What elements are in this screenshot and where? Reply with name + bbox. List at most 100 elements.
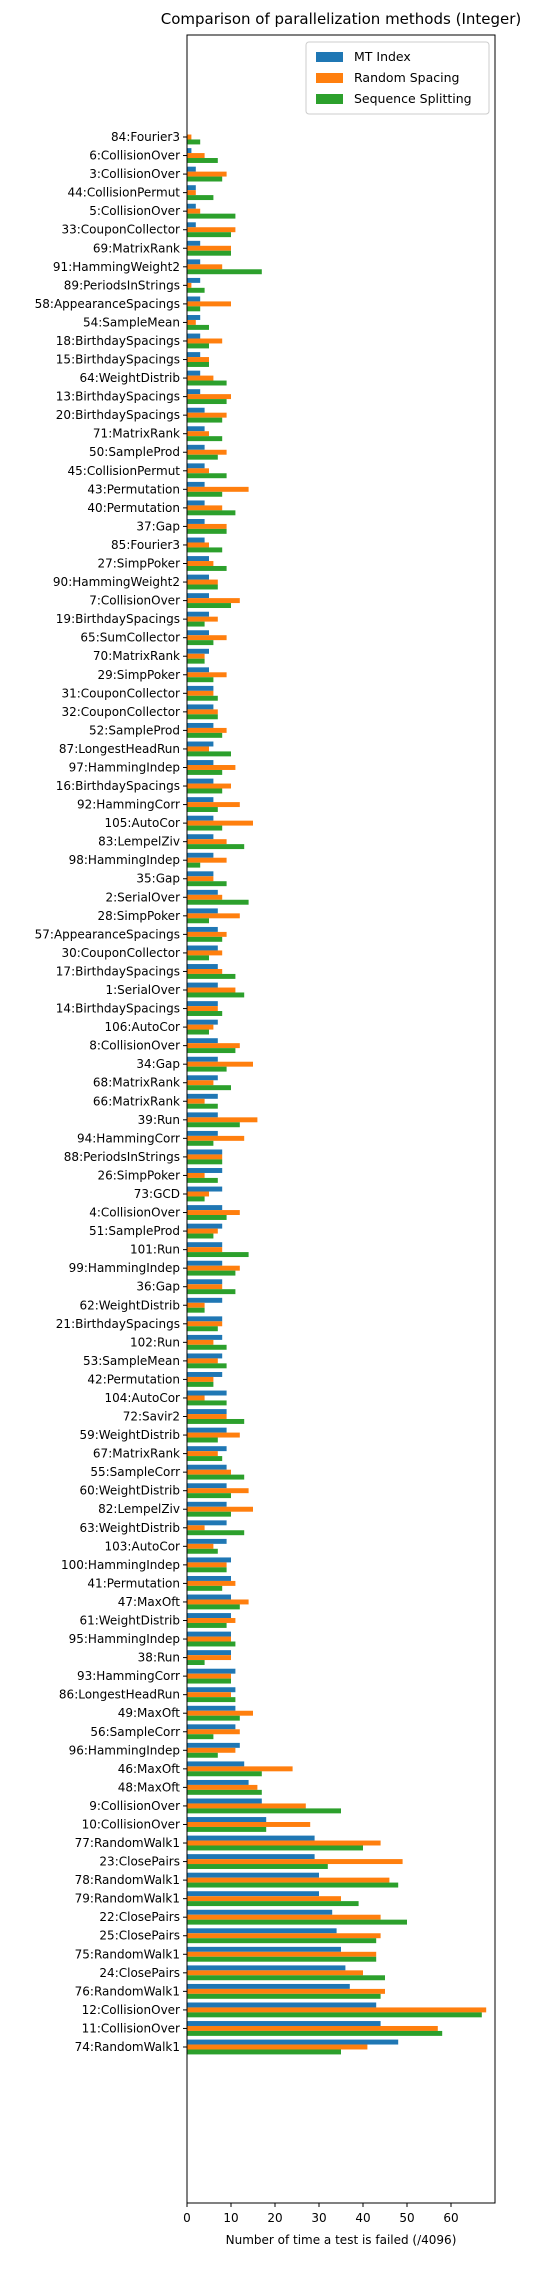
- bar-mt-index-76: [187, 1538, 227, 1544]
- bar-random-spacing-17: [187, 449, 227, 455]
- bar-sequence-splitting-87: [187, 1752, 218, 1758]
- bar-sequence-splitting-9: [187, 306, 201, 312]
- bars-layer: [187, 134, 487, 2055]
- legend-label: MT Index: [354, 49, 411, 64]
- y-tick-label: 39:Run: [138, 1113, 180, 1127]
- bar-sequence-splitting-33: [187, 751, 231, 757]
- y-tick-label: 55:SampleCorr: [90, 1465, 180, 1479]
- bar-mt-index-1: [187, 148, 192, 154]
- y-tick-label: 88:PeriodsInStrings: [64, 1150, 180, 1164]
- bar-random-spacing-38: [187, 839, 227, 845]
- y-tick-label: 11:CollisionOver: [82, 2021, 180, 2035]
- bar-random-spacing-1: [187, 153, 205, 159]
- bar-mt-index-56: [187, 1168, 223, 1173]
- y-tick-label: 102:Run: [130, 1335, 180, 1349]
- y-tick-label: 24:ClosePairs: [99, 1966, 180, 1980]
- y-tick-label: 59:WeightDistrib: [79, 1428, 180, 1442]
- bar-mt-index-103: [187, 2039, 399, 2045]
- bar-random-spacing-56: [187, 1172, 205, 1178]
- bar-sequence-splitting-20: [187, 510, 236, 516]
- bar-random-spacing-86: [187, 1729, 240, 1735]
- bar-sequence-splitting-46: [187, 992, 245, 998]
- y-tick-label: 25:ClosePairs: [99, 1929, 180, 1943]
- y-tick-label: 4:CollisionOver: [89, 1206, 180, 1220]
- bar-sequence-splitting-98: [187, 1956, 377, 1962]
- y-tick-label: 87:LongestHeadRun: [59, 742, 180, 756]
- bar-sequence-splitting-61: [187, 1270, 236, 1276]
- y-tick-label: 50:SampleProd: [89, 445, 180, 459]
- y-tick-label: 48:MaxOft: [118, 1780, 181, 1794]
- bar-sequence-splitting-103: [187, 2049, 341, 2055]
- bar-sequence-splitting-3: [187, 195, 214, 201]
- bar-sequence-splitting-58: [187, 1215, 227, 1220]
- bar-sequence-splitting-18: [187, 473, 227, 479]
- bar-mt-index-4: [187, 203, 196, 209]
- bar-mt-index-95: [187, 1891, 319, 1897]
- bar-random-spacing-60: [187, 1247, 223, 1253]
- bar-sequence-splitting-69: [187, 1418, 245, 1424]
- y-tick-label: 90:HammingWeight2: [53, 575, 180, 589]
- bar-mt-index-79: [187, 1594, 231, 1600]
- bar-random-spacing-49: [187, 1043, 240, 1049]
- bar-mt-index-78: [187, 1575, 231, 1581]
- y-tick-label: 33:CouponCollector: [61, 223, 180, 237]
- y-tick-label: 77:RandomWalk1: [75, 1836, 180, 1850]
- bar-sequence-splitting-0: [187, 139, 201, 145]
- bar-sequence-splitting-55: [187, 1159, 223, 1165]
- bar-random-spacing-64: [187, 1321, 223, 1327]
- y-tick-label: 95:HammingIndep: [69, 1632, 180, 1646]
- bar-sequence-splitting-52: [187, 1103, 218, 1109]
- y-tick-label: 68:MatrixRank: [93, 1076, 180, 1090]
- bar-sequence-splitting-95: [187, 1901, 359, 1907]
- bar-mt-index-28: [187, 648, 209, 654]
- bar-mt-index-52: [187, 1093, 218, 1099]
- bar-mt-index-55: [187, 1149, 223, 1155]
- bar-mt-index-5: [187, 222, 196, 228]
- bar-sequence-splitting-11: [187, 343, 209, 349]
- x-tick-label: 20: [267, 2211, 282, 2225]
- bar-mt-index-49: [187, 1038, 218, 1044]
- y-tick-labels: 84:Fourier3 6:CollisionOver 3:CollisionOve…: [35, 130, 187, 2054]
- y-tick-label: 21:BirthdaySpacings: [56, 1317, 180, 1331]
- bar-mt-index-18: [187, 463, 205, 469]
- y-tick-label: 45:CollisionPermut: [68, 464, 181, 478]
- bar-mt-index-68: [187, 1390, 227, 1396]
- bar-mt-index-40: [187, 871, 214, 877]
- bar-mt-index-50: [187, 1056, 218, 1062]
- bar-random-spacing-7: [187, 264, 223, 270]
- bar-mt-index-30: [187, 685, 214, 691]
- bar-mt-index-46: [187, 982, 218, 988]
- y-tick-label: 27:SimpPoker: [97, 557, 180, 571]
- bar-sequence-splitting-29: [187, 677, 214, 683]
- bar-mt-index-21: [187, 519, 205, 524]
- bar-random-spacing-102: [187, 2025, 438, 2031]
- bar-mt-index-64: [187, 1316, 223, 1322]
- bar-random-spacing-54: [187, 1135, 245, 1141]
- y-tick-label: 46:MaxOft: [118, 1762, 181, 1776]
- y-tick-label: 106:AutoCor: [105, 1020, 181, 1034]
- bar-random-spacing-22: [187, 542, 209, 548]
- y-tick-label: 98:HammingIndep: [69, 853, 180, 867]
- bar-random-spacing-91: [187, 1822, 311, 1827]
- bar-mt-index-90: [187, 1798, 262, 1804]
- bar-random-spacing-69: [187, 1414, 227, 1419]
- bar-random-spacing-34: [187, 765, 236, 770]
- bar-random-spacing-53: [187, 1117, 258, 1123]
- bar-random-spacing-51: [187, 1080, 214, 1086]
- bar-mt-index-72: [187, 1464, 227, 1470]
- bar-sequence-splitting-21: [187, 528, 227, 534]
- bar-mt-index-70: [187, 1427, 227, 1433]
- bar-random-spacing-92: [187, 1840, 381, 1846]
- bar-random-spacing-101: [187, 2007, 487, 2013]
- bar-random-spacing-44: [187, 950, 223, 956]
- bar-random-spacing-42: [187, 913, 240, 919]
- y-tick-label: 82:LempelZiv: [98, 1502, 180, 1516]
- y-tick-label: 44:CollisionPermut: [68, 186, 181, 200]
- bar-mt-index-19: [187, 481, 205, 487]
- bar-random-spacing-55: [187, 1154, 223, 1160]
- bar-mt-index-16: [187, 426, 205, 432]
- bar-random-spacing-103: [187, 2044, 368, 2050]
- y-tick-label: 67:MatrixRank: [93, 1447, 180, 1461]
- bar-random-spacing-70: [187, 1432, 240, 1438]
- bar-sequence-splitting-54: [187, 1140, 214, 1146]
